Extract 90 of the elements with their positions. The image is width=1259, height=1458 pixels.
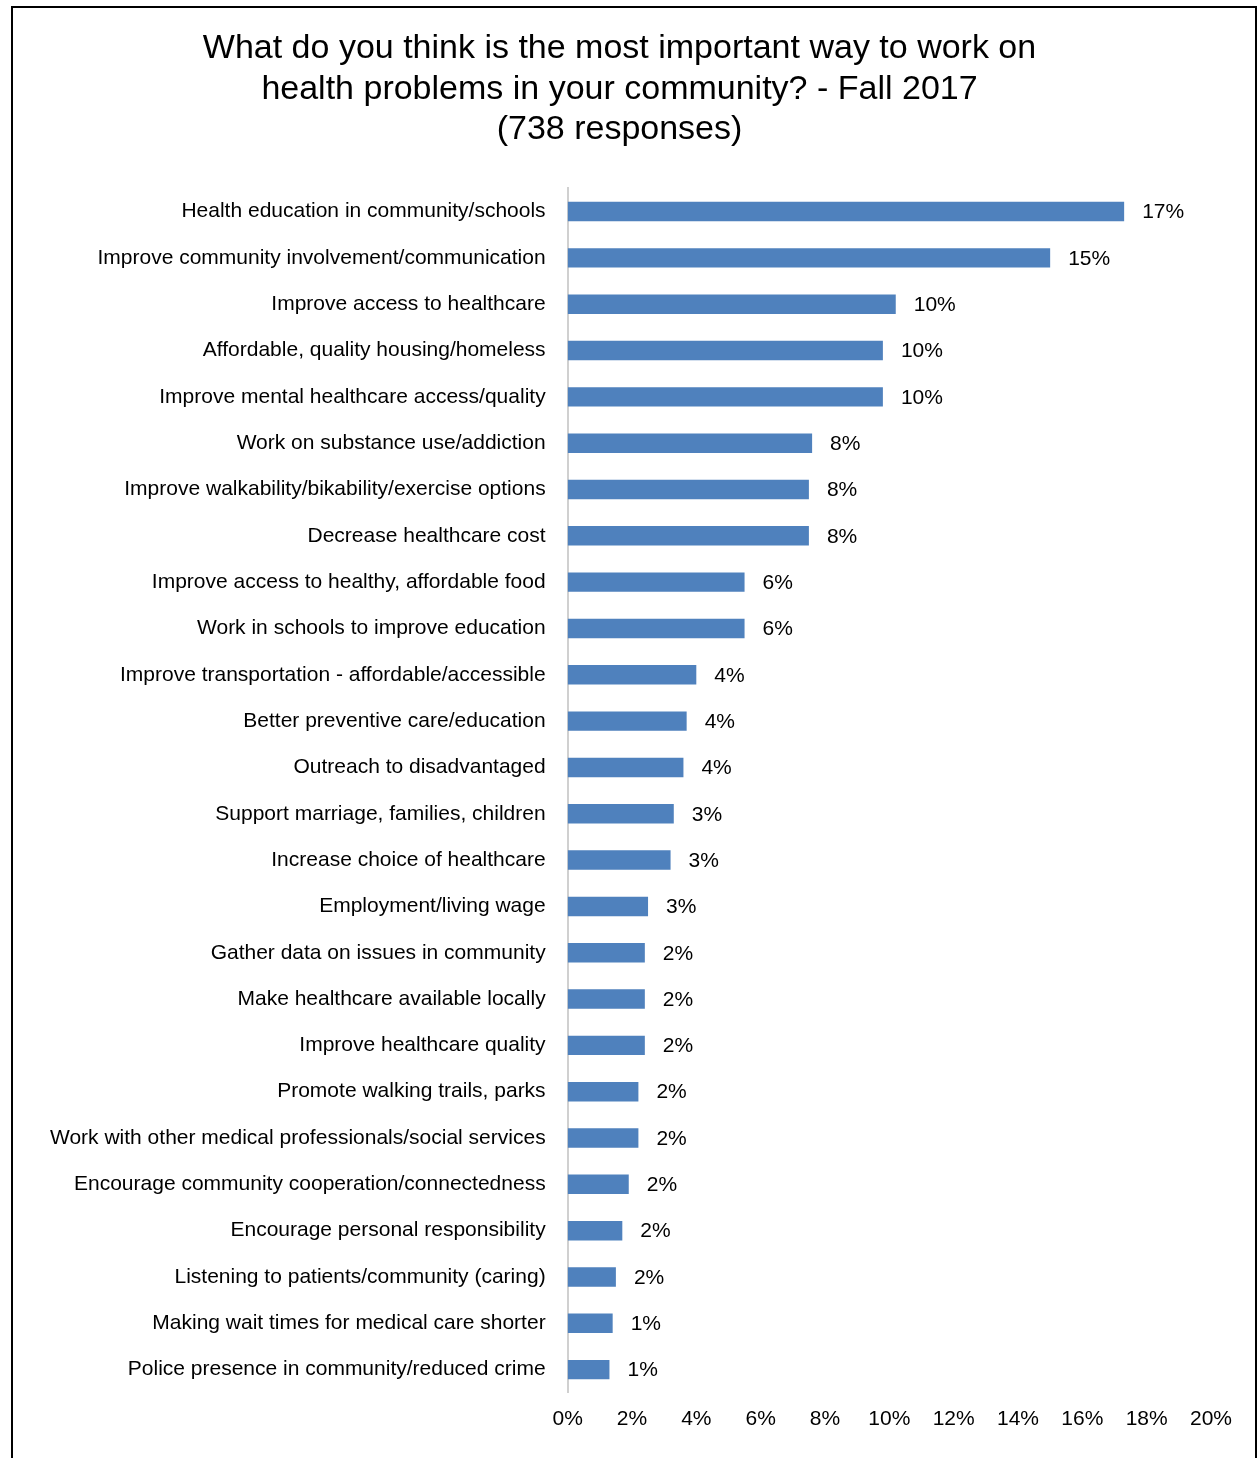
bar [567,1128,639,1148]
x-tick-label: 16% [1061,1406,1104,1430]
data-label: 8% [826,523,858,547]
data-label: 8% [826,477,858,501]
y-tick-label: Support marriage, families, children [215,800,546,824]
bar [567,201,1125,222]
data-label: 3% [666,894,697,918]
data-label: 2% [662,1033,694,1057]
data-label: 4% [701,755,732,779]
bar [567,1174,629,1195]
bar [567,248,1051,268]
data-label: 4% [714,662,745,686]
y-tick-label: Affordable, quality housing/homeless [202,337,546,361]
bar [567,1359,610,1380]
data-label: 2% [640,1218,671,1242]
data-label: 1% [630,1311,662,1335]
bar [567,943,645,963]
y-tick-label: Gather data on issues in community [210,939,547,963]
y-tick-label: Make healthcare available locally [237,985,547,1009]
data-label: 8% [830,430,861,454]
y-tick-label: Improve transportation - affordable/accessible [119,661,546,685]
bar [567,479,809,500]
bar [567,896,649,917]
x-tick-label: 8% [809,1406,841,1430]
bar [567,1313,613,1334]
x-tick-label: 14% [996,1406,1040,1430]
y-tick-label: Encourage personal responsibility [230,1217,547,1241]
data-label: 3% [688,847,719,871]
bar [567,433,813,453]
x-tick-label: 20% [1189,1406,1233,1430]
data-label: 1% [627,1357,658,1381]
data-label: 2% [662,986,694,1010]
x-tick-label: 12% [932,1406,975,1430]
y-tick-label: Outreach to disadvantaged [293,754,546,778]
data-label: 17% [1142,199,1185,223]
bar [567,387,883,407]
data-label: 6% [762,569,793,593]
y-tick-label: Work in schools to improve education [197,615,546,639]
x-tick-label: 4% [681,1406,712,1430]
data-label: 10% [900,384,943,408]
y-tick-label: Decrease healthcare cost [307,522,546,546]
bar [567,526,809,546]
data-label: 2% [656,1125,687,1149]
y-tick-label: Better preventive care/education [243,707,546,731]
bar [567,618,745,639]
bar [567,665,697,685]
bar [567,989,645,1009]
y-tick-label: Improve access to healthy, affordable food [151,568,546,592]
data-label: 6% [762,616,793,640]
bar [567,1220,623,1241]
y-tick-label: Improve walkability/bikability/exercise options [124,476,546,500]
bar [567,711,687,731]
bar [567,294,896,314]
y-tick-label: Listening to patients/community (caring) [174,1263,546,1287]
y-tick-label: Health education in community/schools [181,198,546,222]
y-tick-label: Making wait times for medical care shorter [152,1310,546,1334]
bar [567,572,745,592]
chart-title: What do you think is the most important way to work on health problems in your community? - Fall 2017 (738 responses) [202,26,1037,147]
x-tick-label: 0% [552,1406,583,1430]
bar [567,1267,616,1287]
data-label: 2% [656,1079,687,1103]
x-tick-label: 18% [1125,1406,1168,1430]
y-tick-label: Increase choice of healthcare [271,846,546,870]
data-label: 3% [691,801,723,825]
x-tick-label: 6% [745,1406,776,1430]
data-label: 2% [633,1264,665,1288]
data-label: 15% [1068,245,1111,269]
bar [567,757,684,778]
y-tick-label: Improve mental healthcare access/quality [159,383,547,407]
y-tick-label: Promote walking trails, parks [277,1078,546,1102]
bar [567,1035,645,1056]
data-label: 10% [900,338,943,362]
bar [567,804,674,824]
bar [567,850,671,870]
data-label: 10% [913,292,956,315]
bar [567,340,883,361]
bar [567,1081,639,1102]
y-tick-label: Work on substance use/addiction [236,429,546,453]
y-tick-label: Improve healthcare quality [299,1032,547,1056]
x-tick-label: 2% [616,1406,648,1430]
y-tick-label: Encourage community cooperation/connectedness [74,1171,546,1195]
y-tick-label: Employment/living wage [319,893,546,917]
data-label: 2% [646,1172,678,1196]
y-tick-label: Improve community involvement/communication [97,244,546,268]
data-label: 2% [662,940,694,964]
y-tick-label: Improve access to healthcare [271,291,546,314]
y-tick-label: Police presence in community/reduced crime [127,1356,546,1380]
y-tick-label: Work with other medical professionals/social services [49,1124,546,1148]
x-tick-label: 10% [868,1406,911,1430]
data-label: 4% [704,708,736,732]
